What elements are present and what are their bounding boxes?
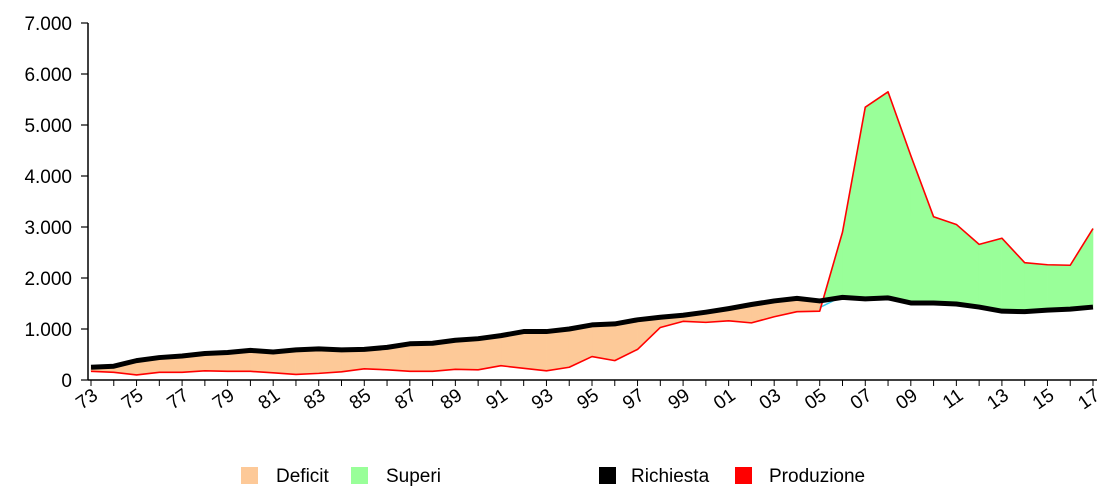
- legend-item-deficit: Deficit: [241, 466, 330, 487]
- deficit-area-segment: [318, 348, 342, 374]
- superi-area-segment: [910, 155, 934, 304]
- superi-area-segment: [956, 223, 980, 308]
- superi-area-segment: [1001, 237, 1025, 312]
- x-tick-label: 17: [1075, 385, 1103, 414]
- x-tick-label: 77: [164, 385, 193, 414]
- x-tick-label: 81: [255, 385, 284, 414]
- y-tick-label: 0: [61, 371, 72, 392]
- x-tick-label: 05: [801, 385, 830, 414]
- x-tick-label: 13: [983, 385, 1012, 414]
- y-tick-label: 3.000: [24, 218, 72, 239]
- y-tick-label: 4.000: [24, 167, 72, 188]
- superi-area-segment: [842, 107, 866, 300]
- x-tick-label: 79: [209, 385, 238, 414]
- deficit-area-segment: [409, 342, 433, 372]
- legend-swatch-superi: [351, 467, 368, 484]
- area-fills: [90, 91, 1094, 376]
- x-tick-label: 15: [1029, 385, 1058, 414]
- legend-label-richiesta: Richiesta: [631, 466, 710, 487]
- legend-swatch-richiesta: [599, 467, 616, 484]
- series-lines: [90, 91, 1094, 376]
- deficit-area-segment: [477, 335, 502, 371]
- deficit-area-segment: [591, 323, 616, 361]
- superi-area-segment: [1024, 262, 1048, 312]
- x-tick-label: 75: [118, 385, 147, 414]
- x-tick-label: 07: [847, 385, 876, 414]
- x-tick-label: 89: [437, 385, 466, 414]
- x-tick-label: 91: [482, 385, 511, 414]
- produzione-line: [90, 91, 1094, 376]
- x-tick-label: 95: [574, 385, 603, 414]
- superi-area-segment: [864, 91, 889, 300]
- legend-item-richiesta: Richiesta: [599, 466, 710, 487]
- x-ticks: 73 75 77 79 81 83 85 87 89 91 93 95 97 99 01 03 05 07 09 11…: [73, 380, 1103, 414]
- y-ticks: 0 1.000 2.000 3.000 4.000 5.000 6.000 7.000: [24, 14, 88, 392]
- deficit-area-segment: [455, 338, 479, 371]
- x-tick-label: 09: [892, 385, 921, 414]
- superi-area-segment: [1047, 264, 1071, 311]
- y-tick-label: 1.000: [24, 320, 72, 341]
- legend-swatch-deficit: [241, 467, 258, 484]
- x-tick-label: 03: [756, 385, 785, 414]
- legend: Deficit Superi Richiesta Produzione: [241, 466, 865, 487]
- x-tick-label: 87: [391, 385, 420, 414]
- x-tick-label: 93: [528, 385, 557, 414]
- x-tick-label: 83: [300, 385, 329, 414]
- legend-label-produzione: Produzione: [769, 466, 865, 487]
- x-tick-label: 11: [939, 385, 967, 414]
- deficit-area-segment: [637, 316, 661, 351]
- deficit-area-segment: [523, 331, 547, 372]
- y-tick-label: 5.000: [24, 116, 72, 137]
- superi-area-segment: [978, 237, 1003, 312]
- x-tick-label: 97: [619, 385, 648, 414]
- legend-label-superi: Superi: [386, 466, 441, 487]
- y-tick-label: 7.000: [24, 14, 72, 35]
- legend-label-deficit: Deficit: [276, 466, 330, 487]
- x-tick-label: 85: [346, 385, 375, 414]
- x-tick-label: 01: [710, 385, 739, 414]
- x-tick-label: 99: [665, 385, 694, 414]
- legend-item-produzione: Produzione: [735, 466, 865, 487]
- deficit-area-segment: [546, 328, 570, 372]
- y-tick-label: 2.000: [24, 269, 72, 290]
- superi-area-segment: [1069, 227, 1094, 310]
- legend-item-superi: Superi: [351, 466, 441, 487]
- richiesta-line: [90, 294, 1094, 370]
- deficit-area-segment: [568, 324, 593, 368]
- y-tick-label: 6.000: [24, 65, 72, 86]
- superi-area-segment: [933, 216, 957, 305]
- legend-swatch-produzione: [735, 467, 752, 484]
- deficit-area-segment: [295, 348, 320, 375]
- x-tick-label: 73: [73, 385, 102, 414]
